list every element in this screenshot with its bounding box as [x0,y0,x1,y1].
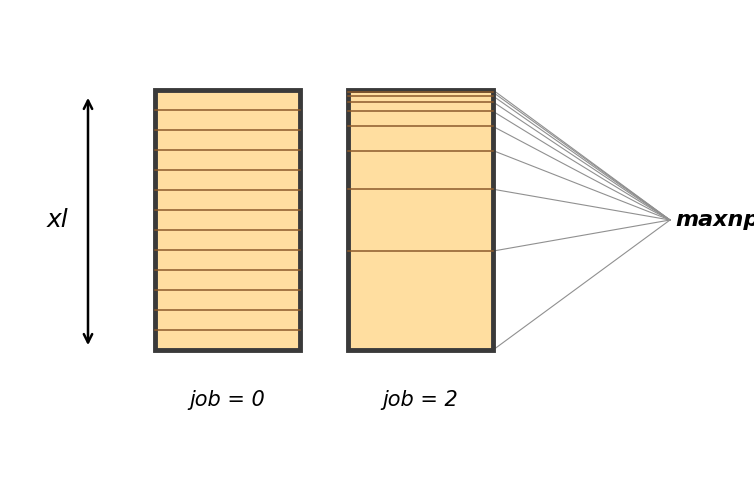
Bar [348,90,493,350]
Text: job = 2: job = 2 [382,390,458,410]
Text: xl: xl [47,208,69,232]
Text: job = 0: job = 0 [189,390,265,410]
Bar [155,90,300,350]
Text: maxnpts: maxnpts [675,210,754,230]
